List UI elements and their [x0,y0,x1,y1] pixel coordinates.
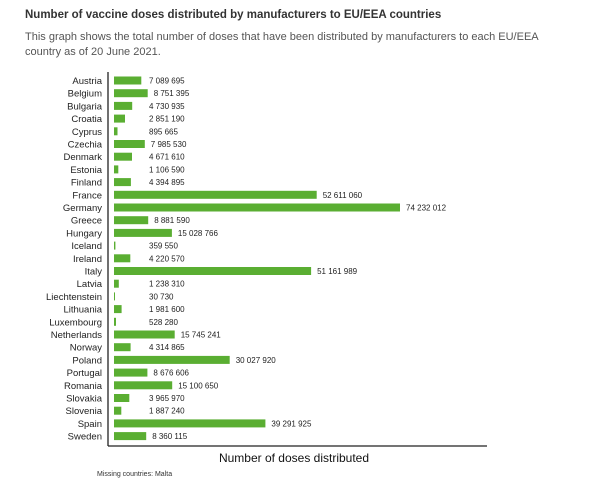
footnote: Missing countries: Malta [97,471,173,478]
value-label-slovenia: 1 887 240 [149,407,185,416]
category-label-bulgaria: Bulgaria [67,101,103,112]
category-label-austria: Austria [72,76,102,87]
value-label-iceland: 359 550 [149,242,178,251]
value-label-latvia: 1 238 310 [149,280,185,289]
bar-belgium [114,89,148,98]
value-label-germany: 74 232 012 [406,204,447,213]
bar-czechia [114,140,145,148]
value-label-finland: 4 394 895 [149,178,185,187]
category-label-spain: Spain [78,419,102,430]
value-label-slovakia: 3 965 970 [149,394,185,403]
category-label-poland: Poland [72,355,102,366]
bar-croatia [114,114,125,123]
x-axis-label: Number of doses distributed [219,451,369,465]
bar-estonia [114,165,119,174]
value-label-poland: 30 027 920 [236,356,277,365]
bar-lithuania [114,305,122,314]
chart-title: Number of vaccine doses distributed by m… [25,9,442,21]
value-label-cyprus: 895 665 [149,127,178,136]
bar-latvia [114,279,119,288]
value-label-portugal: 8 676 606 [153,369,189,378]
value-label-bulgaria: 4 730 935 [149,102,185,111]
bar-norway [114,343,131,352]
value-label-luxembourg: 528 280 [149,318,178,327]
bar-luxembourg [114,317,116,326]
bar-portugal [114,368,148,377]
value-label-lithuania: 1 981 600 [149,305,185,314]
value-label-norway: 4 314 865 [149,343,185,352]
bar-sweden [114,432,147,441]
value-label-liechtenstein: 30 730 [149,292,174,301]
category-label-iceland: Iceland [71,241,102,252]
category-label-italy: Italy [85,267,103,278]
category-label-france: France [72,190,102,201]
value-label-hungary: 15 028 766 [178,229,219,238]
value-label-spain: 39 291 925 [271,419,312,428]
category-label-czechia: Czechia [68,140,103,151]
value-label-denmark: 4 671 610 [149,153,185,162]
value-label-sweden: 8 360 115 [152,432,188,441]
category-label-portugal: Portugal [67,368,102,379]
value-label-croatia: 2 851 190 [149,115,185,124]
bar-greece [114,216,149,225]
category-label-hungary: Hungary [66,228,102,239]
bar-finland [114,178,131,187]
value-label-austria: 7 089 695 [149,77,185,86]
bar-austria [114,76,142,85]
category-label-romania: Romania [64,381,103,392]
value-label-romania: 15 100 650 [178,381,219,390]
bar-slovenia [114,406,122,415]
category-label-netherlands: Netherlands [51,330,102,341]
bar-germany [114,203,400,212]
category-label-sweden: Sweden [68,432,102,443]
category-label-denmark: Denmark [63,152,102,163]
value-label-estonia: 1 106 590 [149,165,185,174]
bars-group [114,76,400,441]
category-label-slovenia: Slovenia [66,406,103,417]
bar-poland [114,355,230,364]
bar-cyprus [114,127,118,136]
category-label-latvia: Latvia [77,279,103,290]
category-label-lithuania: Lithuania [63,305,102,316]
category-label-cyprus: Cyprus [72,127,102,138]
category-label-slovakia: Slovakia [66,394,103,405]
bar-hungary [114,228,172,237]
category-label-estonia: Estonia [70,165,102,176]
value-label-czechia: 7 985 530 [151,140,187,149]
bar-spain [114,419,266,428]
bar-italy [114,267,312,275]
category-label-greece: Greece [71,216,102,227]
chart-subtitle: This graph shows the total number of dos… [25,31,539,58]
bar-bulgaria [114,101,133,110]
bar-romania [114,381,173,390]
category-label-finland: Finland [71,178,102,189]
bar-iceland [114,241,116,250]
value-label-belgium: 8 751 395 [154,89,190,98]
category-label-croatia: Croatia [71,114,102,125]
bar-denmark [114,152,132,161]
value-labels: 7 089 695 8 751 395 4 730 935 2 851 190 895 … [149,77,447,442]
value-label-greece: 8 881 590 [154,216,190,225]
category-label-belgium: Belgium [68,89,102,100]
bar-netherlands [114,330,175,339]
value-label-ireland: 4 220 570 [149,254,185,263]
category-label-liechtenstein: Liechtenstein [46,292,102,303]
bar-liechtenstein [114,292,115,301]
bar-france [114,190,317,199]
bar-slovakia [114,394,130,402]
category-label-norway: Norway [70,343,102,354]
value-label-italy: 51 161 989 [317,267,358,276]
category-label-germany: Germany [63,203,102,214]
value-label-netherlands: 15 745 241 [181,331,222,340]
category-label-ireland: Ireland [73,254,102,265]
category-label-luxembourg: Luxembourg [49,317,102,328]
bar-ireland [114,254,131,263]
value-label-france: 52 611 060 [323,191,363,200]
